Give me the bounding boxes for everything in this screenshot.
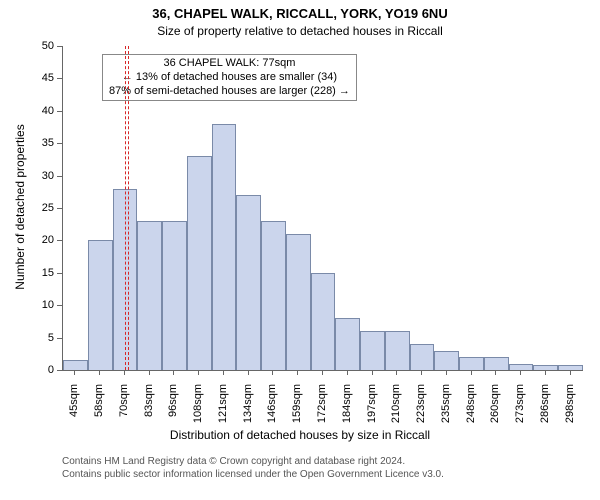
y-tick-label: 30 xyxy=(32,170,54,182)
x-tick xyxy=(124,370,125,375)
y-tick xyxy=(57,370,62,371)
x-tick-label: 134sqm xyxy=(242,384,254,434)
x-tick xyxy=(570,370,571,375)
annotation-line-1: 36 CHAPEL WALK: 77sqm xyxy=(109,57,350,71)
histogram-bar xyxy=(360,331,385,370)
chart-container: { "title": "36, CHAPEL WALK, RICCALL, YO… xyxy=(0,0,600,500)
y-tick-label: 15 xyxy=(32,267,54,279)
x-tick xyxy=(347,370,348,375)
x-tick-label: 248sqm xyxy=(465,384,477,434)
histogram-bar xyxy=(533,365,558,370)
y-tick xyxy=(57,46,62,47)
x-tick xyxy=(446,370,447,375)
histogram-bar xyxy=(385,331,410,370)
footer-line-1: Contains HM Land Registry data © Crown c… xyxy=(62,456,444,469)
histogram-bar xyxy=(484,357,509,370)
x-tick-label: 210sqm xyxy=(390,384,402,434)
x-tick xyxy=(372,370,373,375)
chart-subtitle: Size of property relative to detached ho… xyxy=(0,24,600,38)
annotation-box: 36 CHAPEL WALK: 77sqm ← 13% of detached … xyxy=(102,54,357,101)
x-tick xyxy=(198,370,199,375)
x-tick xyxy=(99,370,100,375)
histogram-bar xyxy=(261,221,286,370)
y-tick-label: 10 xyxy=(32,299,54,311)
x-tick xyxy=(74,370,75,375)
histogram-bar xyxy=(410,344,435,370)
histogram-bar xyxy=(286,234,311,370)
y-tick xyxy=(57,78,62,79)
histogram-bar xyxy=(187,156,212,370)
histogram-bar xyxy=(212,124,237,370)
x-tick xyxy=(322,370,323,375)
footer-line-2: Contains public sector information licen… xyxy=(62,469,444,482)
x-tick xyxy=(421,370,422,375)
histogram-bar xyxy=(311,273,336,370)
y-tick-label: 25 xyxy=(32,202,54,214)
y-tick xyxy=(57,273,62,274)
x-tick-label: 83sqm xyxy=(143,384,155,434)
x-tick-label: 223sqm xyxy=(415,384,427,434)
x-tick-label: 96sqm xyxy=(167,384,179,434)
x-tick-label: 235sqm xyxy=(440,384,452,434)
y-tick xyxy=(57,305,62,306)
x-tick-label: 197sqm xyxy=(366,384,378,434)
y-tick xyxy=(57,111,62,112)
x-tick xyxy=(272,370,273,375)
y-tick xyxy=(57,338,62,339)
histogram-bar xyxy=(434,351,459,370)
x-tick xyxy=(248,370,249,375)
annotation-line-2: ← 13% of detached houses are smaller (34… xyxy=(109,71,350,85)
x-tick xyxy=(396,370,397,375)
y-tick xyxy=(57,240,62,241)
y-tick-label: 45 xyxy=(32,72,54,84)
x-tick-label: 121sqm xyxy=(217,384,229,434)
x-tick-label: 108sqm xyxy=(192,384,204,434)
x-tick xyxy=(173,370,174,375)
histogram-bar xyxy=(88,240,113,370)
x-tick-label: 70sqm xyxy=(118,384,130,434)
x-tick-label: 286sqm xyxy=(539,384,551,434)
x-tick-label: 184sqm xyxy=(341,384,353,434)
y-axis-label: Number of detached properties xyxy=(13,107,27,307)
histogram-bar xyxy=(137,221,162,370)
property-marker-line xyxy=(125,46,126,370)
y-tick-label: 5 xyxy=(32,332,54,344)
x-tick xyxy=(149,370,150,375)
x-tick xyxy=(297,370,298,375)
y-tick-label: 35 xyxy=(32,137,54,149)
x-tick-label: 273sqm xyxy=(514,384,526,434)
x-tick-label: 172sqm xyxy=(316,384,328,434)
annotation-line-3: 87% of semi-detached houses are larger (… xyxy=(109,85,350,99)
histogram-bar xyxy=(162,221,187,370)
chart-title: 36, CHAPEL WALK, RICCALL, YORK, YO19 6NU xyxy=(0,6,600,21)
histogram-bar xyxy=(459,357,484,370)
histogram-bar xyxy=(236,195,261,370)
x-tick-label: 298sqm xyxy=(564,384,576,434)
x-tick xyxy=(495,370,496,375)
x-tick xyxy=(545,370,546,375)
y-tick xyxy=(57,208,62,209)
x-tick-label: 159sqm xyxy=(291,384,303,434)
property-marker-line xyxy=(128,46,129,370)
y-tick-label: 20 xyxy=(32,234,54,246)
x-tick-label: 58sqm xyxy=(93,384,105,434)
histogram-bar xyxy=(63,360,88,370)
x-tick xyxy=(223,370,224,375)
y-tick-label: 40 xyxy=(32,105,54,117)
histogram-bar xyxy=(335,318,360,370)
x-tick xyxy=(471,370,472,375)
y-tick xyxy=(57,143,62,144)
x-tick-label: 260sqm xyxy=(489,384,501,434)
footer-attribution: Contains HM Land Registry data © Crown c… xyxy=(62,456,444,481)
y-tick-label: 50 xyxy=(32,40,54,52)
x-tick-label: 45sqm xyxy=(68,384,80,434)
y-tick-label: 0 xyxy=(32,364,54,376)
x-tick-label: 146sqm xyxy=(266,384,278,434)
histogram-bar xyxy=(558,365,583,370)
x-tick xyxy=(520,370,521,375)
y-tick xyxy=(57,176,62,177)
